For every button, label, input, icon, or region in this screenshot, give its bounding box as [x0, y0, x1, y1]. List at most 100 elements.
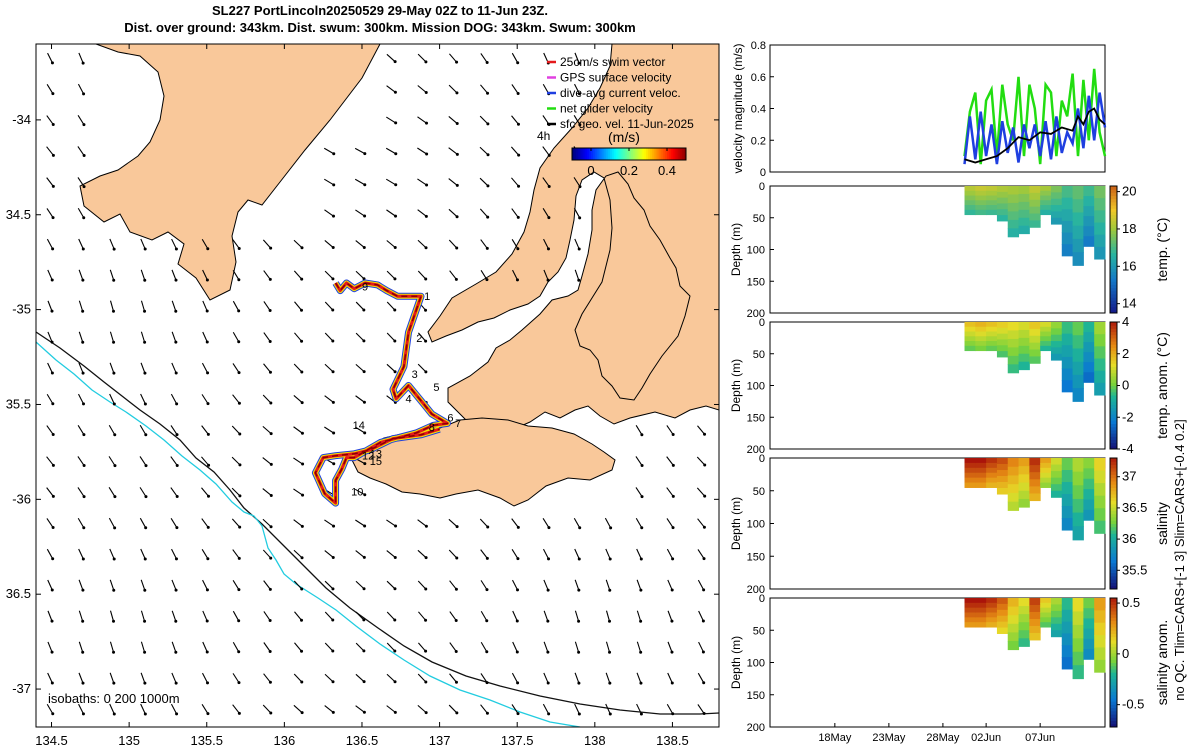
temperature-anomaly-colorbar-cell — [1110, 445, 1117, 450]
geo-vel-arrow-shaft — [77, 177, 85, 187]
geo-vel-arrow-shaft — [140, 269, 146, 281]
salinity-colorbar-cell — [1110, 510, 1117, 515]
geo-vel-arrow-shaft — [385, 178, 397, 186]
geo-vel-arrow-head — [393, 277, 397, 281]
temperature-cell — [975, 190, 987, 197]
colorbar-cell — [579, 148, 582, 160]
colorbar-cell — [572, 148, 575, 160]
salinity-anomaly-colorbar-cell — [1110, 685, 1117, 689]
temperature-anomaly-cell — [964, 341, 976, 347]
geo-vel-arrow-head — [393, 649, 397, 653]
geo-vel-arrow-shaft — [696, 456, 706, 466]
colorbar-cell — [636, 148, 639, 160]
geo-vel-arrow-head — [269, 556, 273, 560]
geo-vel-arrow-shaft — [480, 239, 488, 249]
geo-vel-arrow-head — [485, 588, 489, 592]
salinity-cell — [1029, 493, 1041, 502]
geo-vel-arrow-shaft — [140, 703, 146, 715]
salinity-anomaly-colorbar-cell — [1110, 617, 1117, 622]
geo-vel-arrow-head — [394, 214, 398, 218]
geo-vel-arrow-head — [112, 247, 116, 251]
salinity-ytick-label: 100 — [747, 519, 765, 531]
geo-vel-arrow-shaft — [201, 672, 209, 684]
salinity-colorbar-label: salinity — [1154, 502, 1170, 545]
geo-vel-arrow-head — [578, 185, 582, 189]
geo-vel-arrow-head — [608, 650, 612, 654]
salinity-anomaly-colorbar-cell — [1110, 620, 1117, 625]
temperature-ytick-label: 100 — [747, 245, 765, 257]
temperature-cell — [1007, 194, 1020, 204]
geo-vel-arrow-shaft — [386, 301, 396, 311]
salinity-anomaly-colorbar-cell — [1110, 665, 1117, 670]
salinity-cell — [986, 472, 998, 479]
salinity-cell — [1105, 478, 1106, 490]
geo-vel-arrow-head — [363, 152, 367, 156]
colorbar-cell — [591, 148, 594, 160]
colorbar-cell — [630, 148, 634, 160]
geo-vel-arrow-head — [268, 277, 272, 281]
geo-vel-arrow-shaft — [78, 300, 84, 312]
geo-vel-arrow-shaft — [201, 425, 209, 435]
temperature-anomaly-cell — [1105, 372, 1106, 383]
salinity-cell — [964, 472, 976, 479]
geo-vel-arrow-head — [205, 588, 209, 592]
temperature-cell — [1105, 236, 1106, 247]
geo-vel-arrow-head — [485, 711, 489, 715]
salinity-colorbar-cell — [1110, 520, 1117, 524]
geo-vel-arrow-shaft — [605, 672, 611, 684]
geo-vel-arrow-head — [143, 340, 147, 344]
geo-vel-arrow-head — [455, 91, 459, 95]
salinity-anomaly-cell — [964, 617, 976, 623]
geo-vel-arrow-head — [269, 493, 273, 497]
geo-vel-arrow-shaft — [140, 672, 146, 684]
temperature-anomaly-cell — [1050, 341, 1063, 348]
temperature-cell — [1029, 199, 1041, 208]
geo-vel-arrow-shaft — [386, 611, 396, 621]
temperature-cell — [1018, 209, 1030, 219]
temperature-anomaly-colorbar-cell — [1110, 414, 1117, 418]
geo-vel-arrow-head — [701, 650, 705, 654]
geo-vel-arrow-shaft — [542, 548, 550, 560]
salinity-cell — [1094, 458, 1106, 472]
geo-vel-arrow-shaft — [202, 641, 208, 653]
temperature-cell — [996, 209, 1009, 216]
geo-vel-arrow-shaft — [78, 269, 84, 281]
geo-vel-arrow-shaft — [448, 84, 458, 94]
salinity-anomaly-cell — [964, 607, 976, 614]
temperature-cell — [1007, 202, 1020, 212]
geo-vel-arrow-head — [300, 524, 304, 528]
isobath-200m — [36, 331, 719, 715]
geo-vel-arrow-head — [577, 588, 581, 592]
salinity-cell — [1105, 468, 1106, 480]
temperature-anomaly-cell — [996, 345, 1009, 352]
geo-vel-arrow-head — [516, 525, 520, 529]
salinity-anomaly-ytick-label: 100 — [747, 658, 765, 670]
temperature-anomaly-cell — [1040, 326, 1052, 333]
temperature-cell — [986, 195, 998, 201]
geo-vel-arrow-shaft — [355, 426, 365, 434]
temperature-anomaly-colorbar-cell — [1110, 363, 1117, 367]
salinity-cell — [1050, 484, 1063, 492]
colorbar-cell — [606, 148, 609, 160]
temperature-anomaly-cell — [1007, 355, 1020, 365]
geo-vel-arrow-shaft — [47, 641, 53, 653]
map-ytick-label: -35 — [12, 302, 31, 317]
geo-vel-arrow-head — [113, 526, 117, 530]
colorbar-cell — [615, 148, 619, 160]
geo-vel-arrow-shaft — [417, 53, 427, 63]
geo-vel-arrow-head — [424, 277, 428, 281]
geo-vel-arrow-head — [577, 247, 581, 251]
geo-vel-arrow-head — [51, 402, 55, 406]
salinity-cell — [964, 467, 976, 474]
geo-vel-arrow-head — [424, 214, 428, 218]
geo-vel-arrow-head — [515, 619, 519, 623]
geo-vel-arrow-head — [331, 555, 335, 559]
geo-vel-arrow-head — [454, 587, 458, 591]
salinity-anomaly-cell — [1018, 630, 1030, 639]
legend-entry: GPS surface velocity — [560, 71, 671, 85]
legend-entry: dive-avg current veloc. — [560, 86, 681, 100]
geo-vel-arrow-shaft — [46, 703, 54, 715]
salinity-anomaly-cell — [964, 602, 976, 609]
geo-vel-arrow-head — [578, 526, 582, 530]
salinity-cell — [1018, 474, 1030, 484]
